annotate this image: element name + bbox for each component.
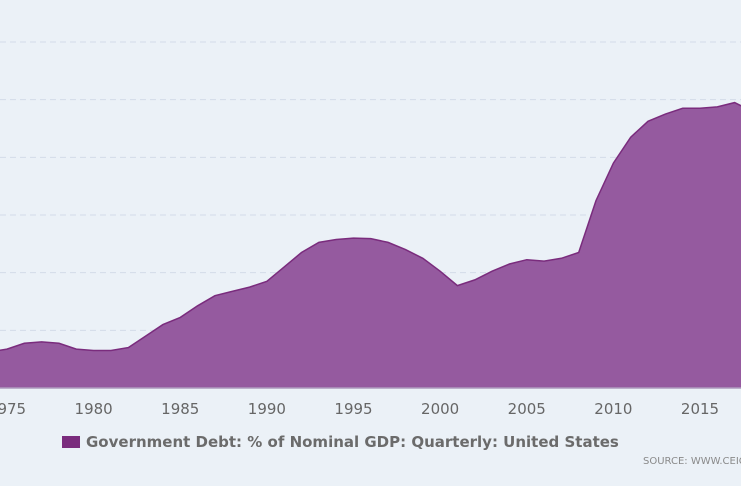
- legend[interactable]: Government Debt: % of Nominal GDP: Quart…: [62, 433, 619, 451]
- x-tick-label: 1985: [161, 400, 199, 418]
- legend-label: Government Debt: % of Nominal GDP: Quart…: [86, 433, 619, 451]
- chart-plot: 1975 1980 1985 1990 1995 2000 2005 2010 2015: [0, 41, 741, 418]
- source-note: SOURCE: WWW.CEIC: [643, 456, 741, 467]
- x-tick-label: 2015: [681, 400, 719, 418]
- legend-swatch: [62, 436, 80, 448]
- x-tick-label: 2005: [508, 400, 546, 418]
- series-area: [0, 101, 741, 389]
- x-tick-label: 2000: [421, 400, 459, 418]
- x-tick-label: 2010: [594, 400, 632, 418]
- x-tick-label: 1990: [248, 400, 286, 418]
- x-tick-label: 1995: [334, 400, 372, 418]
- x-tick-label: 1975: [0, 400, 26, 418]
- x-tick-label: 1980: [75, 400, 113, 418]
- x-axis: 1975 1980 1985 1990 1995 2000 2005 2010 2015: [0, 387, 741, 418]
